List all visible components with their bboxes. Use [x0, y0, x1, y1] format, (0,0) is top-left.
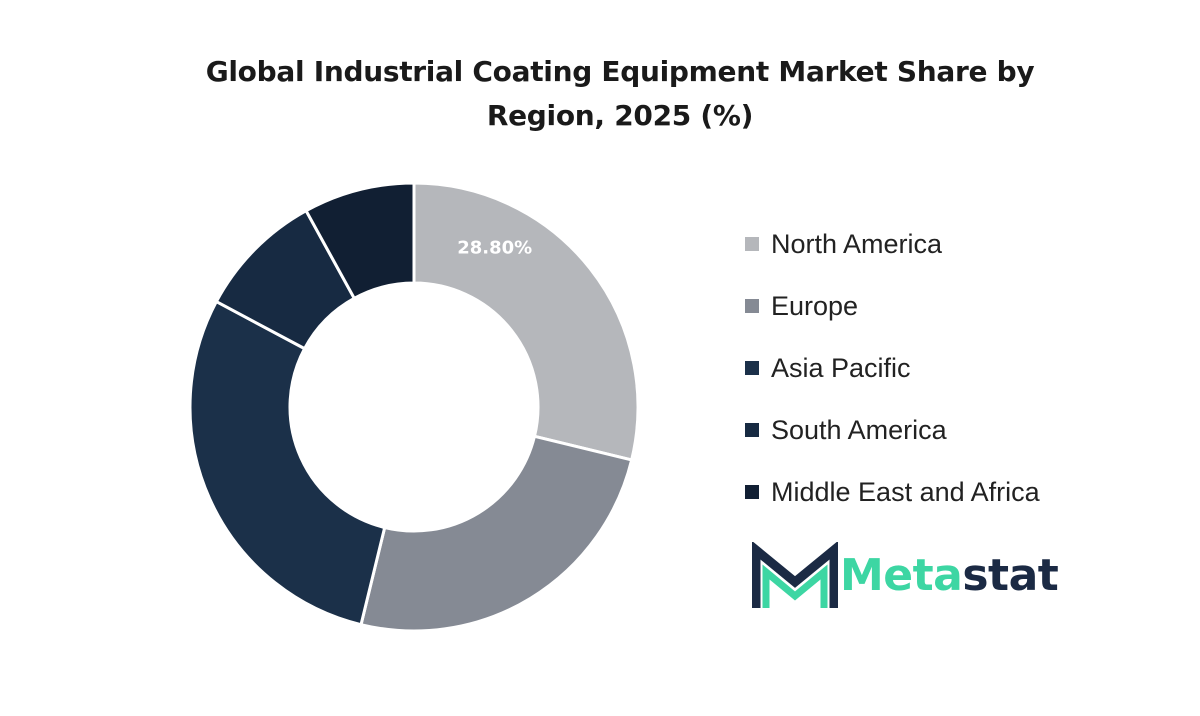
metastat-logo-icon [752, 542, 838, 608]
donut-data-labels: 28.80% [457, 237, 532, 258]
legend-item-north-america[interactable]: North America [745, 213, 1040, 275]
logo-text-stat: stat [962, 550, 1059, 601]
legend-swatch [745, 361, 759, 375]
legend-swatch [745, 237, 759, 251]
donut-slice-asia-pacific[interactable] [188, 299, 387, 627]
legend-label: South America [771, 414, 947, 445]
logo-text-meta: Meta [840, 550, 963, 601]
legend-label: Middle East and Africa [771, 476, 1040, 507]
legend-label: Asia Pacific [771, 352, 911, 383]
donut-slice-europe[interactable] [359, 434, 634, 633]
metastat-logo-text: Metastat [840, 548, 1059, 604]
metastat-logo: Metastat [752, 542, 1082, 614]
donut-slice-north-america[interactable] [412, 181, 640, 462]
legend-label: Europe [771, 290, 859, 321]
chart-legend: North America Europe Asia Pacific South … [745, 213, 1040, 523]
legend-swatch [745, 299, 759, 313]
legend-swatch [745, 423, 759, 437]
donut-slice-middle-east-and-africa[interactable] [304, 181, 416, 301]
chart-title: Global Industrial Coating Equipment Mark… [205, 55, 1035, 132]
data-label-north-america: 28.80% [457, 237, 532, 258]
legend-swatch [745, 485, 759, 499]
legend-item-asia-pacific[interactable]: Asia Pacific [745, 337, 1040, 399]
legend-item-middle-east-and-africa[interactable]: Middle East and Africa [745, 461, 1040, 523]
donut-slices [188, 181, 640, 633]
legend-item-europe[interactable]: Europe [745, 275, 1040, 337]
legend-label: North America [771, 228, 943, 259]
legend-item-south-america[interactable]: South America [745, 399, 1040, 461]
